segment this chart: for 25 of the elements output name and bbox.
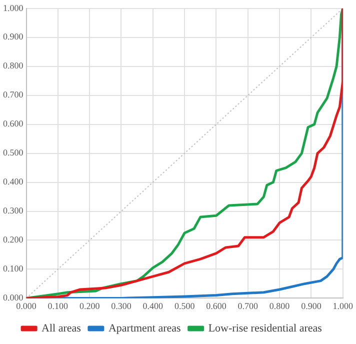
legend-label: Low-rise residential areas (208, 322, 322, 334)
x-tick-label: 0.200 (79, 300, 100, 311)
legend-label: All areas (42, 322, 81, 334)
x-tick-label: 0.000 (16, 300, 37, 311)
y-tick-label: 0.900 (3, 32, 24, 42)
x-tick-label: 0.500 (174, 300, 196, 311)
y-tick-label: 0.500 (3, 148, 24, 158)
y-tick-label: 0.100 (3, 264, 24, 274)
y-tick-label: 0.000 (3, 292, 24, 303)
y-tick-label: 1.000 (3, 2, 24, 13)
x-tick-label: 1.000 (332, 300, 354, 311)
y-tick-label: 0.600 (3, 118, 24, 129)
x-tick-label: 0.600 (206, 300, 227, 311)
y-tick-label: 0.400 (3, 176, 24, 187)
y-tick-label: 0.700 (3, 90, 24, 100)
x-tick-label: 0.100 (48, 300, 69, 311)
y-tick-label: 0.200 (3, 234, 24, 245)
x-tick-label: 0.400 (142, 300, 164, 311)
x-tick-label: 0.700 (238, 300, 259, 311)
x-tick-label: 0.300 (111, 300, 132, 311)
legend-label: Apartment areas (108, 322, 181, 334)
y-tick-label: 0.800 (3, 60, 24, 71)
x-tick-label: 0.900 (301, 300, 322, 311)
y-tick-label: 0.300 (3, 206, 24, 216)
x-tick-label: 0.800 (269, 300, 290, 311)
